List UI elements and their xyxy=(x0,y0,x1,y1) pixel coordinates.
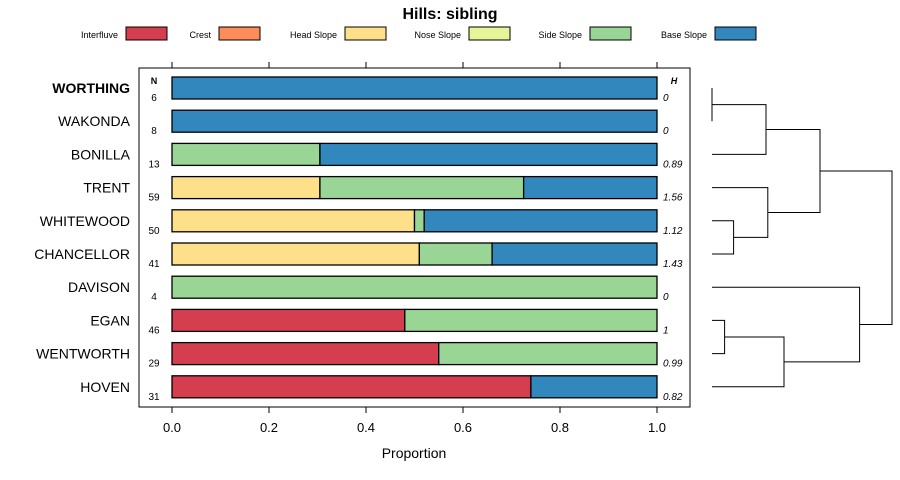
chart-title: Hills: sibling xyxy=(402,6,497,23)
legend-label: Base Slope xyxy=(661,30,707,40)
legend-swatch xyxy=(218,26,261,41)
legend-swatch xyxy=(589,26,632,41)
h-value: 1 xyxy=(663,325,669,336)
h-value: 1.12 xyxy=(663,226,683,237)
h-column-header: H xyxy=(671,76,678,86)
bar-segment xyxy=(171,209,416,233)
dendrogram-branch xyxy=(820,170,893,326)
n-value: 41 xyxy=(148,259,160,270)
category-label: WENTWORTH xyxy=(36,346,130,362)
dendrogram-branch xyxy=(766,129,821,213)
category-label: HOVEN xyxy=(80,379,130,395)
legend-swatch xyxy=(125,26,168,41)
n-value: 6 xyxy=(151,93,157,104)
h-value: 0.89 xyxy=(663,159,683,170)
n-column-header: N xyxy=(151,76,158,86)
x-tick-label: 0.2 xyxy=(260,420,278,435)
x-axis: 0.0 0.2 0.4 0.6 0.8 1.0 xyxy=(163,62,666,435)
bar-segment xyxy=(438,341,658,366)
category-label: WORTHING xyxy=(52,80,130,96)
x-tick-label: 0.0 xyxy=(163,420,181,435)
n-value: 4 xyxy=(151,292,157,303)
bar-segment xyxy=(522,175,658,200)
h-value: 0 xyxy=(663,93,669,104)
h-value: 0 xyxy=(663,292,669,303)
legend-label: Interfluve xyxy=(81,30,118,40)
dendrogram-branch xyxy=(712,336,785,388)
legend-label: Nose Slope xyxy=(414,30,461,40)
bar-segment xyxy=(171,142,321,167)
bar-segment xyxy=(423,209,658,233)
n-value: 31 xyxy=(148,392,160,403)
legend: Interfluve Crest Head Slope Nose Slope Side … xyxy=(81,26,757,41)
bar-segment xyxy=(404,308,658,333)
dendrogram-branch xyxy=(712,286,861,363)
n-value: 13 xyxy=(148,159,160,170)
h-value: 0.82 xyxy=(663,392,683,403)
legend-swatch xyxy=(468,26,511,41)
x-tick-label: 0.6 xyxy=(454,420,472,435)
dendrogram-branch xyxy=(712,104,767,155)
bar-segment xyxy=(171,242,421,266)
bar-segment xyxy=(171,175,321,200)
dendrogram-branch xyxy=(712,319,726,355)
bar-segment xyxy=(319,175,525,200)
bar-segment xyxy=(171,341,440,366)
bar-segment xyxy=(413,209,425,233)
n-value: 8 xyxy=(151,126,157,137)
category-label: TRENT xyxy=(83,180,130,196)
bar-segment xyxy=(171,109,658,133)
x-tick-label: 0.8 xyxy=(551,420,569,435)
legend-label: Head Slope xyxy=(290,30,337,40)
category-label: BONILLA xyxy=(71,146,131,162)
x-tick-label: 0.4 xyxy=(357,420,375,435)
h-value: 0.99 xyxy=(663,359,683,370)
legend-label: Side Slope xyxy=(538,30,582,40)
dendrogram-branch xyxy=(712,220,735,255)
bar-segment xyxy=(491,242,658,266)
labels-layer: WORTHING 6 0 WAKONDA 8 0 BONILLA 13 0.89 TRENT 59 1… xyxy=(34,80,683,403)
x-axis-label: Proportion xyxy=(382,445,447,461)
bar-segment xyxy=(319,142,658,167)
x-tick-label: 1.0 xyxy=(648,420,666,435)
category-label: WAKONDA xyxy=(58,113,130,129)
h-value: 1.43 xyxy=(663,259,683,270)
bar-segment xyxy=(530,375,658,399)
n-value: 59 xyxy=(148,193,160,204)
h-value: 1.56 xyxy=(663,193,683,204)
dendrogram-branch xyxy=(712,187,769,238)
bar-segment xyxy=(418,242,493,266)
category-label: EGAN xyxy=(90,312,130,328)
category-label: CHANCELLOR xyxy=(34,246,130,262)
bar-segment xyxy=(171,375,532,399)
legend-label: Crest xyxy=(189,30,211,40)
n-value: 50 xyxy=(148,226,160,237)
bar-segment xyxy=(171,308,406,333)
bar-segment xyxy=(171,275,658,299)
n-value: 29 xyxy=(148,359,160,370)
bar-segment xyxy=(171,76,658,100)
legend-swatch xyxy=(714,26,757,41)
category-label: WHITEWOOD xyxy=(40,213,130,229)
n-value: 46 xyxy=(148,325,160,336)
legend-swatch xyxy=(344,26,387,41)
category-label: DAVISON xyxy=(68,279,130,295)
h-value: 0 xyxy=(663,126,669,137)
bars-layer xyxy=(171,76,658,399)
plot-frame xyxy=(138,67,691,408)
dendrogram xyxy=(711,88,893,388)
